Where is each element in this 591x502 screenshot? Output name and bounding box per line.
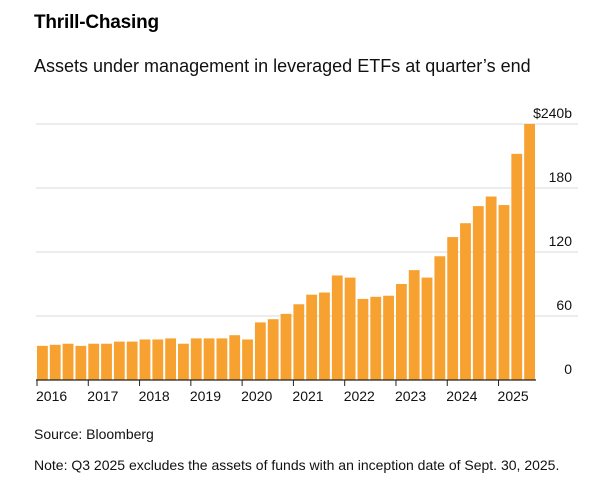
- bar: [242, 339, 253, 380]
- chart-title: Thrill-Chasing: [34, 12, 159, 33]
- bar: [511, 153, 523, 380]
- bar: [165, 338, 177, 380]
- bar: [75, 345, 87, 380]
- bar: [101, 343, 112, 380]
- bar: [524, 124, 535, 380]
- bar: [190, 338, 202, 380]
- bar: [254, 322, 266, 380]
- x-tick-label: 2019: [190, 388, 221, 404]
- bar: [434, 256, 446, 380]
- bar: [113, 341, 125, 380]
- x-tick-label: 2017: [87, 388, 118, 404]
- x-tick-label: 2024: [446, 388, 477, 404]
- bar: [293, 304, 305, 380]
- bar: [408, 270, 420, 380]
- bar: [485, 196, 497, 380]
- y-tick-label: 0: [564, 361, 572, 377]
- bar: [267, 319, 279, 380]
- bar: [203, 338, 215, 380]
- bar: [37, 345, 48, 380]
- bar: [498, 205, 510, 380]
- bar: [319, 292, 330, 380]
- bar: [152, 339, 164, 380]
- note-text: Note: Q3 2025 excludes the assets of fun…: [34, 457, 560, 473]
- bar: [139, 339, 151, 380]
- bar: [126, 341, 138, 380]
- bar: [178, 343, 189, 380]
- bar: [395, 284, 407, 380]
- bar-chart: 0 60 120 180 $240b 2016 2017 2018 2019 2020 2021 20…: [36, 105, 578, 404]
- bar: [460, 223, 471, 380]
- bar: [280, 313, 292, 380]
- bar: [306, 294, 318, 380]
- bar: [216, 338, 228, 380]
- x-tick-label: 2022: [344, 388, 375, 404]
- x-tick-label: 2018: [139, 388, 170, 404]
- bar: [383, 295, 394, 380]
- x-tick-label: 2016: [36, 388, 67, 404]
- bar: [62, 343, 74, 380]
- bar: [229, 335, 241, 380]
- bar: [88, 343, 100, 380]
- bar: [331, 275, 343, 380]
- bar: [447, 237, 459, 380]
- bar: [357, 298, 369, 380]
- source-text: Source: Bloomberg: [34, 426, 154, 442]
- x-tick-label: 2021: [292, 388, 323, 404]
- chart-subtitle: Assets under management in leveraged ETF…: [34, 56, 531, 76]
- bar: [344, 277, 356, 380]
- y-tick-label: $240b: [533, 105, 572, 121]
- x-tick-label: 2020: [241, 388, 272, 404]
- y-tick-label: 120: [549, 233, 573, 249]
- bar: [49, 344, 61, 380]
- y-tick-label: 180: [549, 169, 573, 185]
- y-tick-label: 60: [556, 297, 572, 313]
- bar: [472, 206, 484, 380]
- bar: [370, 296, 382, 380]
- x-tick-label: 2025: [498, 388, 529, 404]
- x-tick-label: 2023: [395, 388, 426, 404]
- bar: [421, 277, 433, 380]
